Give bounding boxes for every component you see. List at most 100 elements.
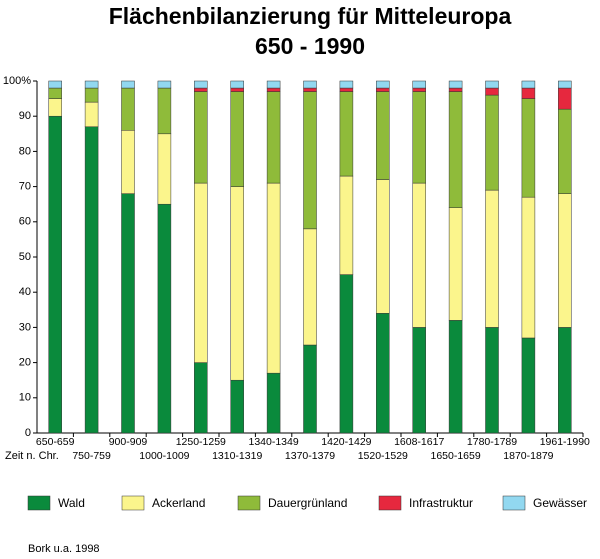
bar-segment: [194, 87, 208, 92]
bar-segment: [266, 87, 281, 92]
bar-segment: [121, 80, 135, 89]
bar-segment: [521, 80, 536, 89]
bar-segment: [230, 80, 244, 89]
bar-segment: [485, 80, 499, 89]
bar-segment: [558, 193, 572, 328]
bar-segment: [521, 337, 536, 434]
bar-segment: [194, 91, 208, 184]
bar-segment: [121, 130, 135, 194]
bar-segment: [303, 80, 317, 89]
bar-segment: [303, 91, 317, 230]
bar-segment: [230, 87, 244, 92]
x-tick-label: 1650-1659: [430, 450, 480, 462]
x-tick-label: 1340-1349: [248, 436, 298, 448]
bar-segment: [84, 126, 99, 434]
bar-segment: [230, 186, 244, 381]
bar-segment: [194, 362, 208, 434]
y-tick-label: 90: [19, 110, 31, 122]
bar-segment: [84, 87, 99, 103]
bar-segment: [412, 87, 426, 92]
x-tick-label: 1250-1259: [176, 436, 226, 448]
bar-segment: [84, 80, 99, 89]
x-tick-label: 650-659: [36, 436, 75, 448]
y-tick-label: 20: [19, 357, 31, 369]
bar-segment: [157, 80, 172, 89]
bar-segment: [521, 87, 536, 99]
bar-segment: [339, 87, 354, 92]
bar-segment: [303, 87, 317, 92]
bar-segment: [376, 87, 390, 92]
y-tick-label: 70: [19, 181, 31, 193]
bar-segment: [339, 175, 354, 275]
x-tick-label: 1608-1617: [394, 436, 444, 448]
x-tick-label: 1000-1009: [139, 450, 189, 462]
bar-segment: [412, 327, 426, 434]
bar-segment: [448, 207, 463, 321]
bar-segment: [521, 196, 536, 339]
legend-text: Gewässer: [533, 496, 587, 510]
bar-segment: [303, 228, 317, 346]
bar-segment: [194, 80, 208, 89]
y-tick-label: 100%: [3, 75, 31, 87]
y-tick-label: 10: [19, 392, 31, 404]
bar-segment: [412, 80, 426, 89]
y-tick-label: 30: [19, 321, 31, 333]
bar-segment: [558, 327, 572, 434]
y-tick-label: 0: [25, 427, 31, 439]
x-tick-label: 1520-1529: [358, 450, 408, 462]
bar-segment: [448, 80, 463, 89]
bar-segment: [412, 91, 426, 184]
bar-segment: [558, 80, 572, 89]
bar-segment: [121, 193, 135, 434]
bar-segment: [558, 87, 572, 110]
chart-subtitle: 650 - 1990: [255, 33, 365, 59]
bar-segment: [448, 320, 463, 434]
bar-segment: [48, 87, 62, 99]
bar-segment: [266, 372, 281, 434]
x-tick-label: 1370-1379: [285, 450, 335, 462]
bar-segment: [266, 182, 281, 374]
bar-segment: [485, 87, 499, 96]
bar-segment: [230, 379, 244, 434]
bar-segment: [376, 179, 390, 314]
bar-segment: [84, 101, 99, 128]
bar-segment: [485, 189, 499, 328]
x-tick-label: 750-759: [72, 450, 111, 462]
bar-segment: [48, 80, 62, 89]
bar-segment: [194, 182, 208, 363]
y-tick-label: 50: [19, 251, 31, 263]
x-axis-label: Zeit n. Chr.: [5, 450, 59, 462]
legend-text: Ackerland: [152, 496, 205, 510]
bar-segment: [521, 98, 536, 198]
legend-swatch: [237, 495, 261, 511]
bar-segment: [558, 108, 572, 194]
legend-swatch: [27, 495, 51, 511]
bar-segment: [230, 91, 244, 187]
legend-swatch: [502, 495, 526, 511]
bar-segment: [412, 182, 426, 328]
x-tick-label: 1870-1879: [503, 450, 553, 462]
bar-segment: [48, 98, 62, 117]
x-tick-label: 1961-1990: [540, 436, 590, 448]
bar-segment: [448, 91, 463, 208]
bar-segment: [48, 115, 62, 434]
bar-segment: [376, 80, 390, 89]
legend-text: Wald: [58, 496, 85, 510]
legend-text: Infrastruktur: [409, 496, 473, 510]
bar-segment: [266, 91, 281, 184]
bar-segment: [485, 94, 499, 191]
legend-text: Dauergrünland: [268, 496, 347, 510]
source: Bork u.a. 1998: [28, 543, 100, 555]
bar-segment: [376, 91, 390, 180]
y-tick-label: 60: [19, 216, 31, 228]
x-tick-label: 900-909: [109, 436, 148, 448]
y-tick-label: 80: [19, 145, 31, 157]
bar-segment: [485, 327, 499, 434]
bar-segment: [266, 80, 281, 89]
bar-segment: [339, 80, 354, 89]
bar-segment: [339, 274, 354, 434]
y-tick-label: 40: [19, 286, 31, 298]
bar-segment: [157, 87, 172, 135]
bar-segment: [339, 91, 354, 177]
